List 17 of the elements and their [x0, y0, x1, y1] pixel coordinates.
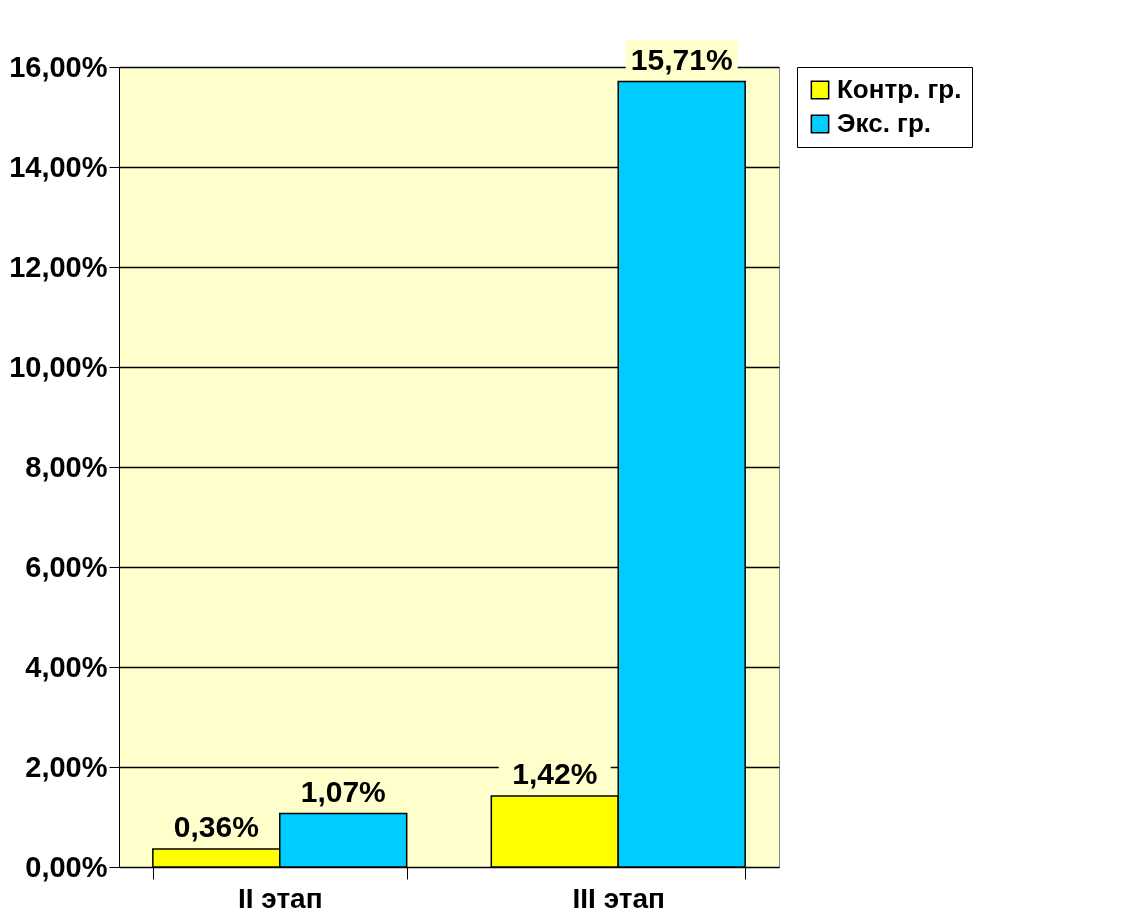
y-tick-label: 10,00% — [9, 350, 108, 383]
y-tick-label: 4,00% — [25, 650, 108, 683]
data-label: 1,42% — [512, 757, 598, 790]
y-tick-label: 14,00% — [9, 150, 108, 183]
data-label: 1,07% — [300, 774, 386, 808]
y-tick-label: 16,00% — [9, 50, 108, 83]
y-tick-label: 12,00% — [9, 250, 108, 283]
legend-label: Экс. гр. — [837, 108, 932, 138]
legend-label: Контр. гр. — [837, 74, 962, 104]
data-label: 15,71% — [630, 42, 733, 76]
y-tick-label: 0,00% — [25, 850, 108, 883]
data-label: 0,36% — [173, 810, 259, 843]
x-tick-label: III этап — [572, 882, 665, 914]
x-tick-label: II этап — [237, 882, 323, 914]
y-tick-label: 6,00% — [25, 550, 108, 583]
y-tick-label: 8,00% — [25, 450, 108, 483]
y-tick-label: 2,00% — [25, 750, 108, 783]
